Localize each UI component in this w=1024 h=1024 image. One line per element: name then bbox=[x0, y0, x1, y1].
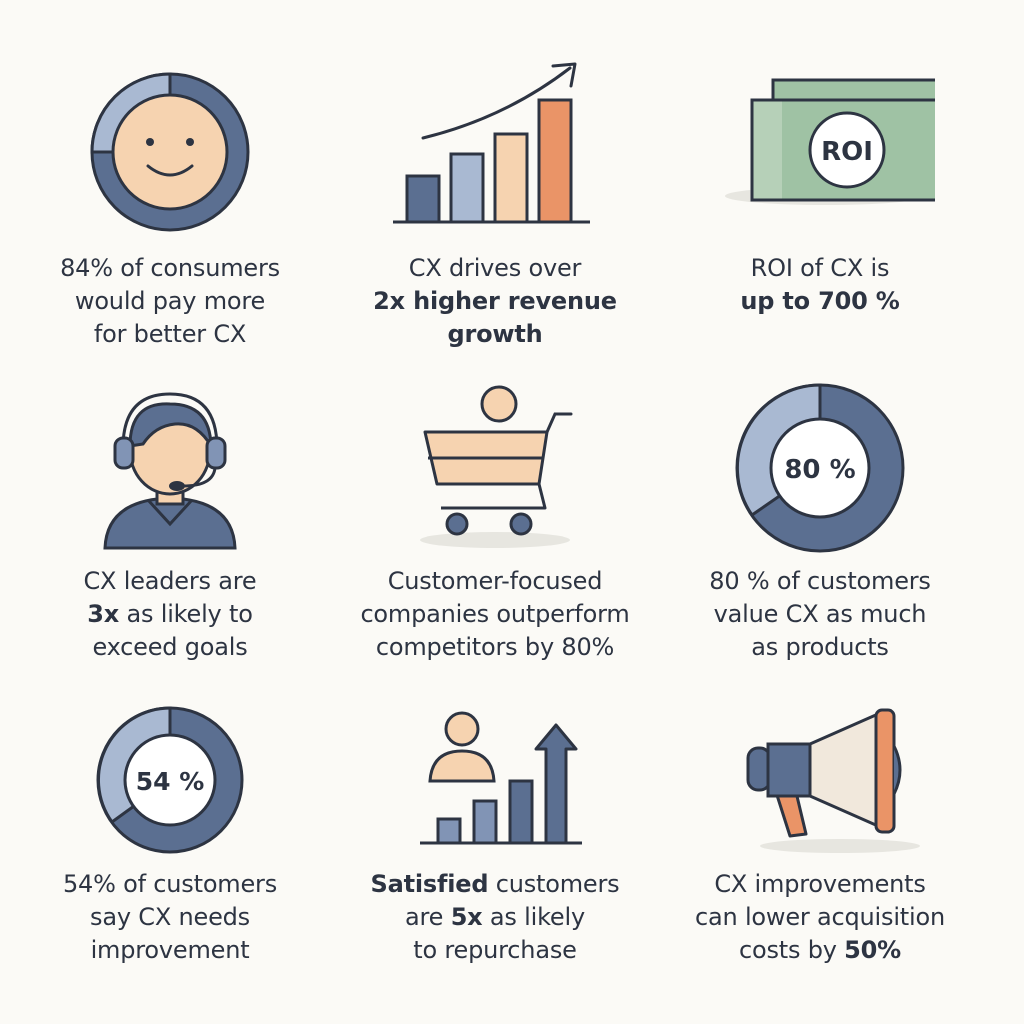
caption-text: say CX needs bbox=[90, 903, 250, 931]
stat-tile-consumers-pay-more bbox=[5, 60, 335, 245]
caption-consumers-pay-more: 84% of consumers would pay more for bett… bbox=[5, 252, 335, 351]
caption-acquisition-costs: CX improvements can lower acquisition co… bbox=[655, 868, 985, 967]
caption-text: CX improvements bbox=[714, 870, 926, 898]
caption-line: ROI of CX is bbox=[655, 252, 985, 285]
caption-text: as likely bbox=[482, 903, 585, 931]
caption-roi: ROI of CX is up to 700 % bbox=[655, 252, 985, 318]
caption-text: costs by bbox=[738, 936, 845, 964]
caption-line: improvement bbox=[5, 934, 335, 967]
caption-line: value CX as much bbox=[655, 598, 985, 631]
stat-tile-revenue-growth bbox=[330, 58, 660, 233]
caption-text: would pay more bbox=[74, 287, 266, 315]
caption-text: ROI of CX is bbox=[750, 254, 890, 282]
shopping-cart-icon bbox=[420, 385, 573, 548]
caption-emphasis: 3x bbox=[87, 600, 120, 628]
caption-line: 54% of customers bbox=[5, 868, 335, 901]
caption-text: improvement bbox=[90, 936, 250, 964]
bar-growth-chart-icon bbox=[393, 62, 590, 224]
caption-text: are bbox=[405, 903, 451, 931]
stat-tile-cx-leaders bbox=[5, 388, 335, 553]
caption-line: are 5x as likely bbox=[330, 901, 660, 934]
caption-line: 2x higher revenue bbox=[330, 285, 660, 318]
caption-line: costs by 50% bbox=[655, 934, 985, 967]
caption-text: to repurchase bbox=[413, 936, 577, 964]
caption-repurchase: Satisfied customers are 5x as likely to … bbox=[330, 868, 660, 967]
donut-80-label: 80 % bbox=[784, 455, 855, 485]
caption-line: exceed goals bbox=[5, 631, 335, 664]
caption-text: exceed goals bbox=[92, 633, 248, 661]
donut-80-icon: 80 % bbox=[735, 383, 905, 553]
caption-line: to repurchase bbox=[330, 934, 660, 967]
caption-text: for better CX bbox=[93, 320, 247, 348]
stat-tile-value-cx: 80 % bbox=[655, 380, 985, 560]
caption-line: companies outperform bbox=[330, 598, 660, 631]
caption-emphasis: 2x higher revenue bbox=[373, 287, 617, 315]
caption-line: 80 % of customers bbox=[655, 565, 985, 598]
caption-line: would pay more bbox=[5, 285, 335, 318]
caption-emphasis: growth bbox=[447, 320, 543, 348]
stat-tile-acquisition-costs bbox=[655, 706, 985, 856]
caption-line: say CX needs bbox=[5, 901, 335, 934]
caption-line: Satisfied customers bbox=[330, 868, 660, 901]
caption-text: 84% of consumers bbox=[60, 254, 280, 282]
caption-text: competitors by 80% bbox=[375, 633, 615, 661]
caption-emphasis: up to 700 % bbox=[740, 287, 900, 315]
donut-54-label: 54 % bbox=[136, 767, 205, 796]
caption-text: as likely to bbox=[119, 600, 253, 628]
stat-tile-customer-focused bbox=[330, 384, 660, 554]
caption-needs-improvement: 54% of customers say CX needs improvemen… bbox=[5, 868, 335, 967]
caption-text: 80 % of customers bbox=[709, 567, 931, 595]
caption-line: CX leaders are bbox=[5, 565, 335, 598]
caption-revenue-growth: CX drives over 2x higher revenue growth bbox=[330, 252, 660, 351]
caption-line: as products bbox=[655, 631, 985, 664]
roi-label: ROI bbox=[821, 137, 873, 167]
caption-line: growth bbox=[330, 318, 660, 351]
caption-line: CX drives over bbox=[330, 252, 660, 285]
caption-line: can lower acquisition bbox=[655, 901, 985, 934]
caption-line: up to 700 % bbox=[655, 285, 985, 318]
caption-line: for better CX bbox=[5, 318, 335, 351]
caption-text: 54% of customers bbox=[62, 870, 278, 898]
caption-value-cx: 80 % of customers value CX as much as pr… bbox=[655, 565, 985, 664]
caption-line: competitors by 80% bbox=[330, 631, 660, 664]
caption-text: companies outperform bbox=[360, 600, 630, 628]
caption-text: CX leaders are bbox=[83, 567, 257, 595]
caption-text: as products bbox=[751, 633, 889, 661]
caption-text: Customer-focused bbox=[387, 567, 603, 595]
stat-tile-needs-improvement: 54 % bbox=[5, 700, 335, 860]
donut-54-icon: 54 % bbox=[96, 706, 244, 854]
smiley-donut-icon bbox=[90, 72, 250, 232]
caption-line: Customer-focused bbox=[330, 565, 660, 598]
stat-tile-roi: ROI bbox=[655, 70, 985, 210]
caption-text: can lower acquisition bbox=[695, 903, 945, 931]
megaphone-icon bbox=[746, 708, 920, 853]
caption-line: 84% of consumers bbox=[5, 252, 335, 285]
caption-text: value CX as much bbox=[713, 600, 927, 628]
caption-line: 3x as likely to bbox=[5, 598, 335, 631]
support-agent-headset-icon bbox=[103, 392, 237, 550]
stat-tile-repurchase bbox=[330, 705, 660, 855]
caption-emphasis: Satisfied bbox=[370, 870, 489, 898]
caption-emphasis: 50% bbox=[844, 936, 902, 964]
person-rising-bars-icon bbox=[420, 711, 582, 845]
caption-text: CX drives over bbox=[408, 254, 582, 282]
caption-line: CX improvements bbox=[655, 868, 985, 901]
caption-customer-focused: Customer-focused companies outperform co… bbox=[330, 565, 660, 664]
caption-emphasis: 5x bbox=[450, 903, 483, 931]
caption-text: customers bbox=[488, 870, 620, 898]
money-bill-icon: ROI bbox=[725, 78, 935, 205]
caption-cx-leaders: CX leaders are 3x as likely to exceed go… bbox=[5, 565, 335, 664]
